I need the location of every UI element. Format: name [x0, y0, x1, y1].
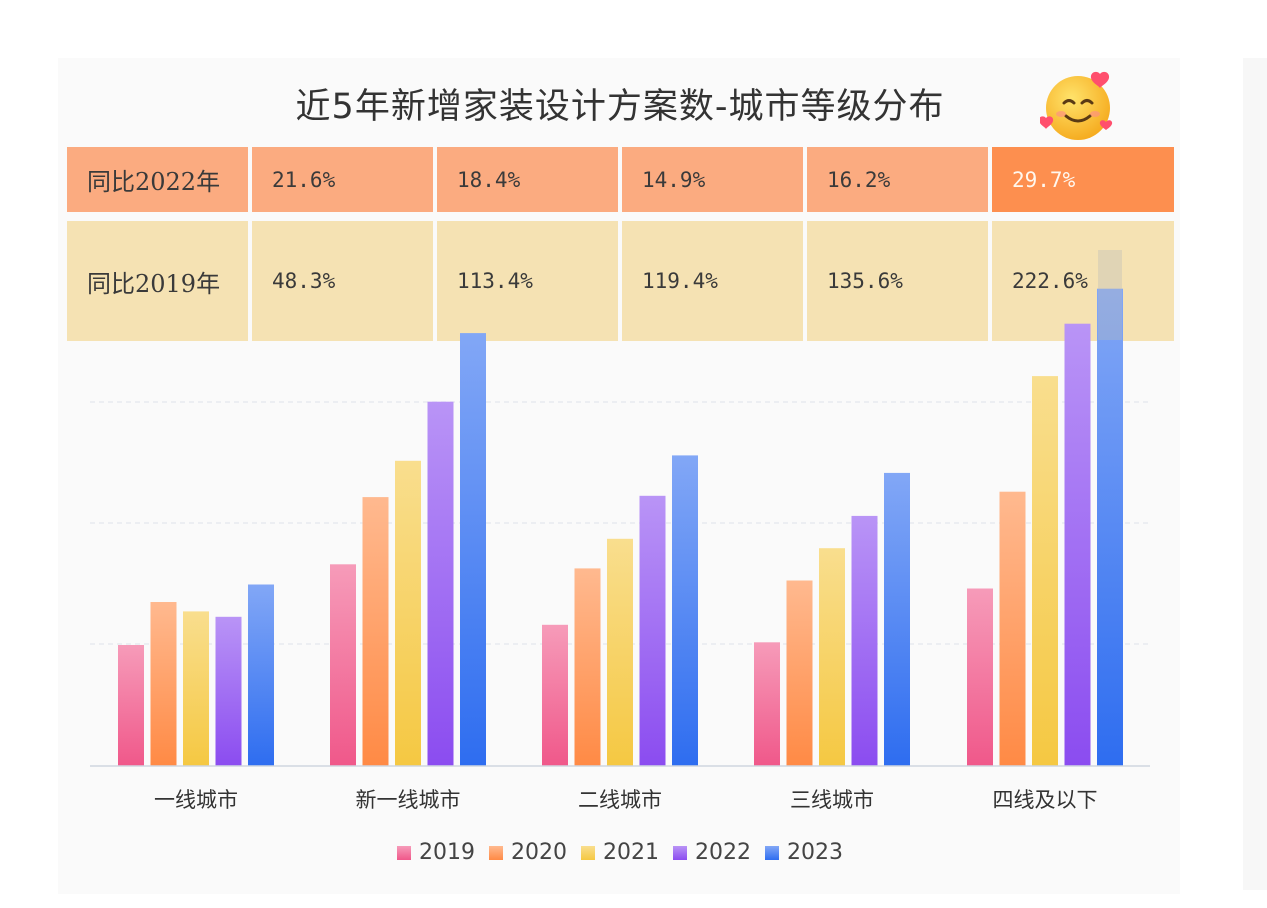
- x-tick-label-2: 新一线城市: [355, 788, 461, 812]
- smiling-face-with-hearts-icon: [1040, 71, 1113, 140]
- bar-2020-3[interactable]: [574, 568, 601, 766]
- x-tick-label-5: 四线及以下: [992, 788, 1098, 812]
- bar-2019-4[interactable]: [754, 642, 780, 766]
- row-2022-cell-1: 21.6%: [252, 147, 433, 212]
- legend-item-2022[interactable]: 2022: [673, 840, 751, 865]
- bar-2023-2[interactable]: [460, 333, 486, 766]
- chart-title: 近5年新增家装设计方案数-城市等级分布: [295, 87, 945, 127]
- row-2019-cell-4: 135.6%: [807, 221, 988, 341]
- bar-2021-3[interactable]: [607, 538, 633, 766]
- bar-2023-5[interactable]: [1097, 288, 1123, 766]
- legend-label-2020: 2020: [511, 840, 567, 865]
- row-2019-cell-3: 119.4%: [622, 221, 803, 341]
- bar-2021-5[interactable]: [1032, 376, 1058, 766]
- legend-label-2022: 2022: [695, 840, 751, 865]
- row-2022-label: 同比2022年: [67, 147, 248, 212]
- row-2022-cell-4: 16.2%: [807, 147, 988, 212]
- legend-label-2023: 2023: [787, 840, 843, 865]
- bar-2019-5[interactable]: [967, 588, 993, 767]
- row-2019-cell-5: 222.6%: [992, 221, 1174, 341]
- legend-item-2020[interactable]: 2020: [489, 840, 567, 865]
- legend-label-2021: 2021: [603, 840, 659, 865]
- legend-swatch-2020: [489, 845, 503, 860]
- x-tick-label-1: 一线城市: [154, 788, 238, 812]
- row-2022-cell-3: 14.9%: [622, 147, 803, 212]
- bar-2022-5[interactable]: [1064, 323, 1091, 766]
- bar-2022-1[interactable]: [215, 616, 242, 766]
- bar-2020-5[interactable]: [999, 491, 1026, 766]
- row-2019-cell-1: 48.3%: [252, 221, 433, 341]
- bar-2019-2[interactable]: [330, 564, 356, 766]
- side-panel-edge: [1243, 58, 1267, 890]
- bar-2019-1[interactable]: [118, 645, 144, 766]
- bar-2021-4[interactable]: [819, 548, 845, 766]
- legend-swatch-2022: [673, 845, 687, 860]
- x-tick-label-3: 二线城市: [578, 788, 662, 812]
- bar-2020-4[interactable]: [786, 580, 813, 767]
- row-2019-label: 同比2019年: [67, 221, 248, 341]
- x-tick-label-4: 三线城市: [790, 788, 874, 812]
- bar-2020-1[interactable]: [150, 602, 177, 766]
- legend-item-2023[interactable]: 2023: [765, 840, 843, 865]
- bar-2023-1[interactable]: [248, 584, 274, 767]
- bar-2020-2[interactable]: [362, 497, 389, 766]
- row-2019-cell-2: 113.4%: [437, 221, 618, 341]
- bar-2019-3[interactable]: [542, 624, 568, 766]
- row-2022-cell-5: 29.7%: [992, 147, 1174, 212]
- bar-2022-2[interactable]: [427, 401, 454, 766]
- legend-item-2021[interactable]: 2021: [581, 840, 659, 865]
- bar-2023-4[interactable]: [884, 472, 910, 766]
- bar-2022-3[interactable]: [639, 495, 666, 766]
- bar-2022-4[interactable]: [851, 515, 878, 766]
- legend-label-2019: 2019: [419, 840, 475, 865]
- bar-2023-3[interactable]: [672, 455, 698, 766]
- legend-swatch-2021: [581, 845, 595, 860]
- legend-item-2019[interactable]: 2019: [397, 840, 475, 865]
- legend-swatch-2019: [397, 845, 411, 860]
- legend: 2019 2020 2021 2022 2023: [0, 840, 1240, 865]
- highlight-overlay: [1098, 250, 1122, 340]
- legend-swatch-2023: [765, 845, 779, 860]
- bar-2021-1[interactable]: [183, 611, 209, 766]
- bar-2021-2[interactable]: [395, 460, 421, 766]
- row-2022-cell-2: 18.4%: [437, 147, 618, 212]
